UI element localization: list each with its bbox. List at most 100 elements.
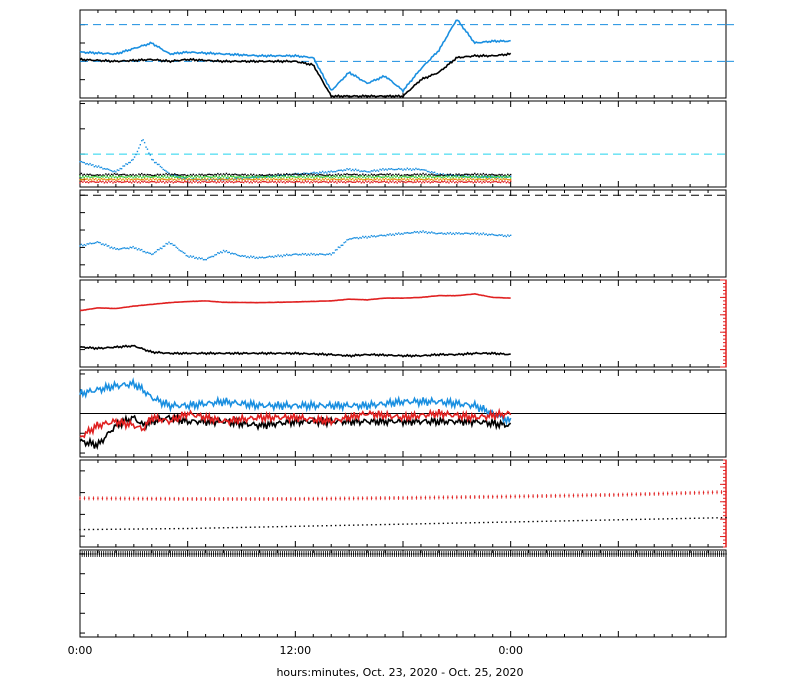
data-point	[376, 180, 378, 183]
data-point	[402, 523, 404, 525]
data-point	[247, 177, 249, 179]
data-point	[453, 233, 456, 236]
data-point	[103, 182, 106, 184]
data-point	[702, 517, 705, 519]
data-point	[106, 245, 108, 247]
data-point	[366, 237, 368, 239]
data-point	[321, 174, 324, 176]
data-point	[340, 169, 342, 171]
data-point	[255, 180, 258, 182]
data-point	[231, 526, 234, 529]
data-point	[312, 525, 314, 527]
data-point	[169, 178, 172, 181]
data-point	[311, 174, 314, 176]
data-point	[115, 181, 117, 184]
data-point	[476, 178, 479, 181]
data-point	[232, 173, 235, 176]
data-point	[400, 232, 403, 235]
data-point	[83, 161, 86, 164]
data-point	[468, 180, 470, 183]
data-point	[362, 235, 364, 238]
data-point	[370, 178, 373, 181]
data-point	[329, 179, 331, 181]
data-point	[254, 181, 256, 183]
data-point	[331, 180, 334, 182]
data-point	[485, 175, 487, 178]
data-point	[106, 168, 108, 170]
data-point	[163, 175, 166, 177]
data-point	[129, 181, 131, 183]
data-point	[693, 517, 696, 519]
data-point	[349, 180, 351, 183]
data-point	[123, 247, 126, 249]
data-point	[392, 233, 394, 235]
data-point	[387, 234, 390, 236]
data-point	[176, 247, 179, 249]
data-point	[218, 252, 220, 255]
data-point	[238, 176, 241, 178]
data-point	[85, 181, 87, 184]
data-point	[375, 178, 377, 181]
data-point	[489, 176, 492, 179]
data-point	[317, 174, 320, 177]
data-point	[169, 527, 171, 530]
data-point	[195, 174, 197, 176]
data-point	[234, 252, 236, 255]
data-point	[432, 232, 434, 234]
data-point	[319, 253, 321, 255]
data-point	[448, 178, 450, 181]
data-point	[310, 181, 312, 183]
data-point	[439, 178, 442, 180]
data-point	[613, 519, 615, 521]
data-point	[192, 178, 195, 180]
series-br-polarity	[79, 550, 727, 557]
data-point	[175, 181, 177, 183]
data-point	[349, 238, 351, 240]
data-point	[387, 173, 390, 176]
data-point	[486, 176, 489, 179]
data-point	[498, 181, 500, 183]
data-point	[509, 177, 512, 179]
data-point	[255, 174, 258, 176]
data-point	[109, 175, 111, 177]
data-point	[145, 146, 147, 148]
data-point	[343, 178, 345, 180]
data-point	[453, 175, 456, 177]
data-point	[82, 178, 84, 181]
data-point	[280, 254, 282, 257]
data-point	[286, 173, 288, 175]
data-point	[185, 254, 187, 257]
data-point	[97, 241, 100, 244]
data-point	[191, 527, 193, 530]
data-point	[331, 171, 334, 173]
data-point	[426, 175, 429, 177]
data-point	[399, 175, 401, 177]
data-point	[372, 181, 374, 184]
data-point	[419, 176, 421, 178]
data-point	[176, 176, 179, 179]
data-point	[163, 174, 166, 176]
data-point	[502, 175, 505, 178]
data-point	[402, 169, 404, 171]
data-point	[505, 178, 508, 180]
data-point	[105, 179, 107, 181]
data-point	[399, 168, 401, 171]
data-point	[333, 170, 335, 173]
data-point	[415, 523, 418, 525]
data-point	[494, 175, 496, 177]
data-point	[406, 523, 409, 525]
data-point	[321, 253, 324, 255]
data-point	[90, 181, 93, 183]
data-point	[446, 174, 449, 177]
data-point	[317, 181, 320, 184]
data-point	[410, 178, 413, 181]
data-point	[501, 173, 503, 176]
data-point	[349, 168, 351, 170]
data-point	[518, 521, 521, 523]
data-point	[472, 182, 475, 184]
data-point	[316, 174, 318, 176]
data-point	[367, 235, 370, 238]
data-point	[464, 176, 466, 178]
data-point	[268, 255, 271, 257]
data-point	[416, 173, 419, 175]
